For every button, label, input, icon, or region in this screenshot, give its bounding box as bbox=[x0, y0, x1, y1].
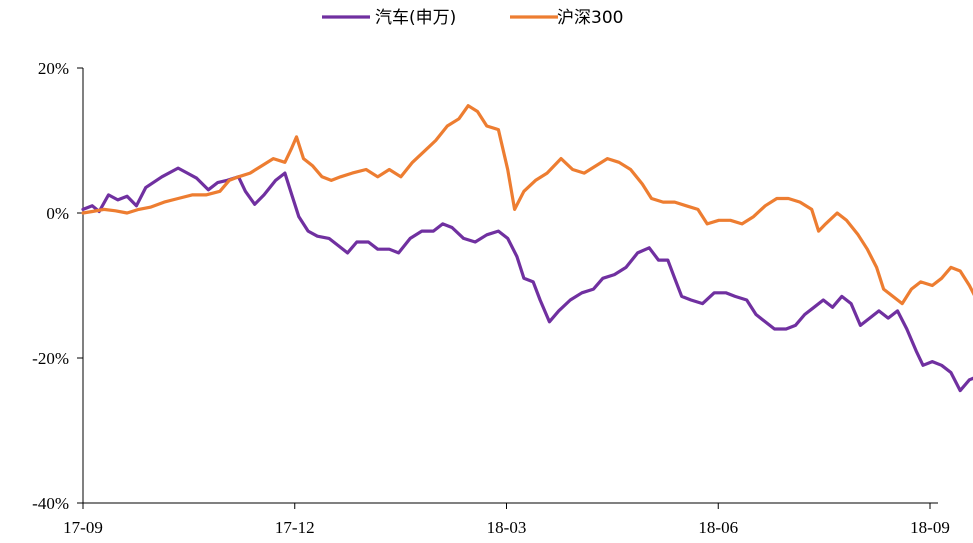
x-tick-label: 18-09 bbox=[910, 518, 950, 537]
x-tick-label: 18-06 bbox=[698, 518, 738, 537]
y-tick-label: 20% bbox=[38, 59, 69, 78]
series-line-2 bbox=[81, 104, 973, 306]
y-axis-ticks: 20% 0% -20% -40% bbox=[32, 59, 83, 513]
legend-label-1: 汽车(申万) bbox=[375, 8, 456, 28]
x-tick-label: 18-03 bbox=[487, 518, 527, 537]
y-tick-label: -40% bbox=[32, 494, 69, 513]
y-tick-label: -20% bbox=[32, 349, 69, 368]
legend-label-2: 沪深300 bbox=[557, 8, 623, 28]
y-tick-label: 0% bbox=[46, 204, 69, 223]
axes bbox=[82, 68, 938, 504]
series-line-1 bbox=[81, 166, 973, 393]
x-tick-label: 17-12 bbox=[275, 518, 315, 537]
x-tick-label: 17-09 bbox=[63, 518, 103, 537]
x-axis-ticks: 17-09 17-12 18-03 18-06 18-09 bbox=[63, 503, 950, 537]
series-layer bbox=[81, 104, 973, 393]
legend: 汽车(申万) 沪深300 bbox=[322, 8, 623, 28]
